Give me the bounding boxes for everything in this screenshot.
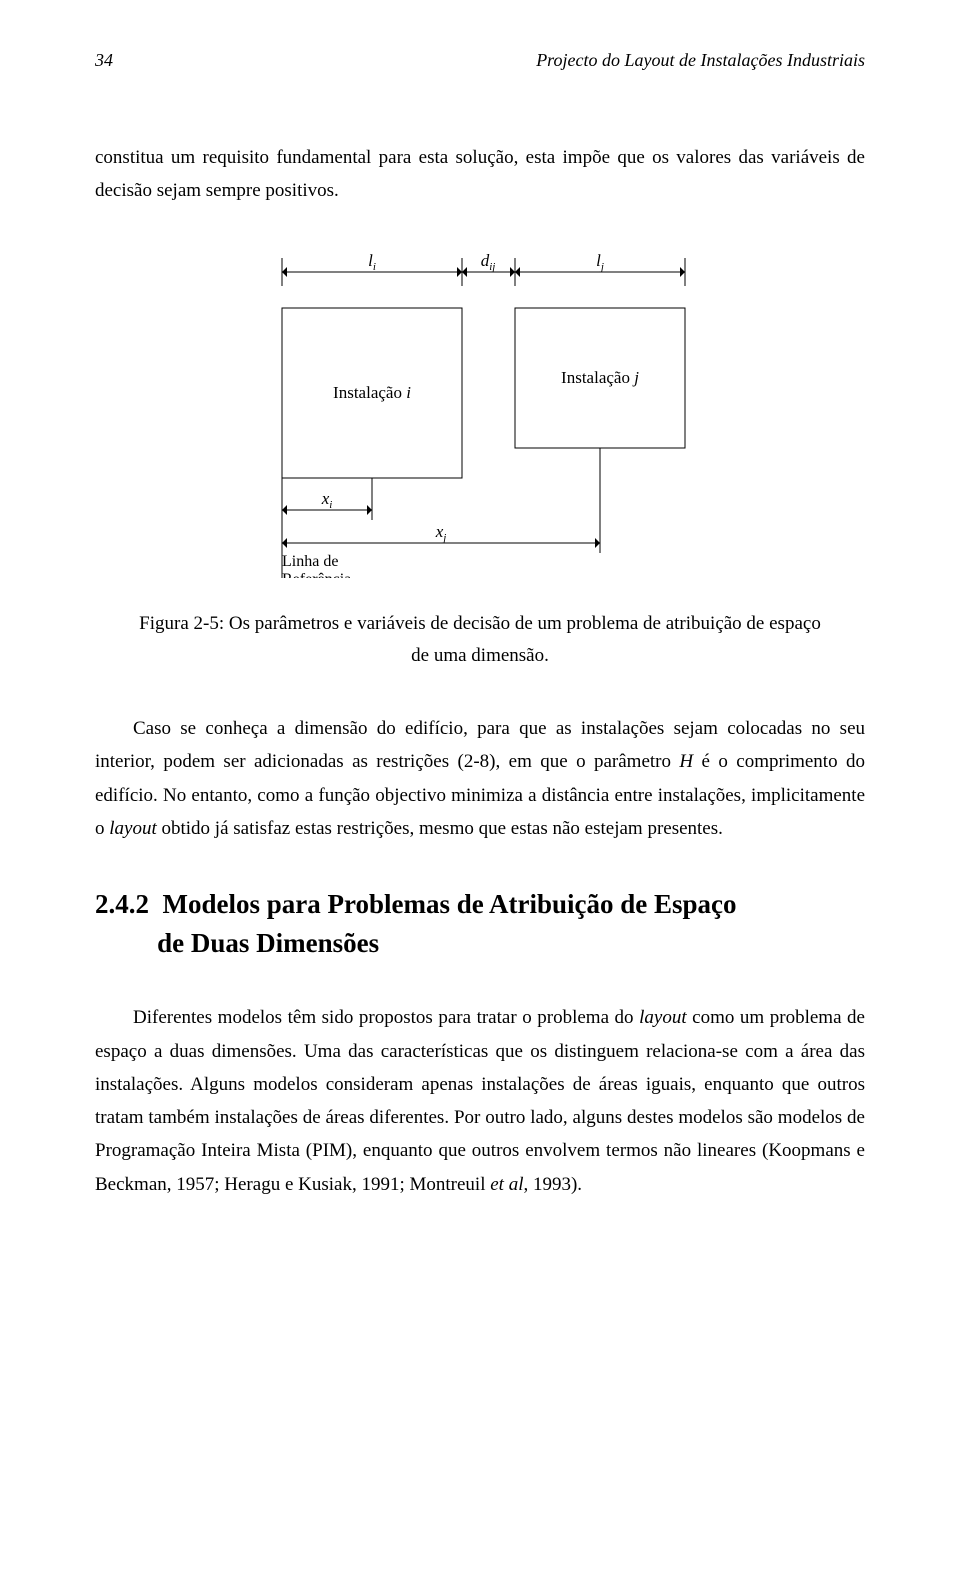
svg-text:li: li	[368, 251, 376, 273]
p3-layout: layout	[639, 1007, 687, 1028]
svg-text:lj: lj	[596, 251, 604, 273]
figure-caption-body: Os parâmetros e variáveis de decisão de …	[229, 613, 821, 666]
p2-text-3: obtido já satisfaz estas restrições, mes…	[157, 818, 723, 839]
paragraph-2: Caso se conheça a dimensão do edifício, …	[95, 712, 865, 845]
svg-text:xi: xi	[321, 489, 333, 511]
p2-layout: layout	[109, 818, 157, 839]
figure-caption: Figura 2-5: Os parâmetros e variáveis de…	[135, 608, 825, 673]
svg-text:dij: dij	[481, 251, 496, 273]
paragraph-1: constitua um requisito fundamental para …	[95, 141, 865, 208]
section-title-l1: Modelos para Problemas de Atribuição de …	[163, 889, 737, 919]
figure-2-5: Instalação i Instalação j li dij lj xi xj Linha…	[95, 248, 865, 578]
page-number: 34	[95, 50, 113, 71]
paragraph-3: Diferentes modelos têm sido propostos pa…	[95, 1001, 865, 1201]
section-title-l2: de Duas Dimensões	[95, 924, 865, 963]
p3-text-1: Diferentes modelos têm sido propostos pa…	[133, 1007, 639, 1028]
page: 34 Projecto do Layout de Instalações Ind…	[0, 0, 960, 1301]
running-title: Projecto do Layout de Instalações Indust…	[536, 50, 865, 71]
svg-text:Instalação j: Instalação j	[561, 368, 639, 387]
p2-var-H: H	[679, 751, 693, 772]
section-number: 2.4.2	[95, 889, 149, 919]
svg-text:Referência: Referência	[282, 571, 351, 578]
p3-text-2: como um problema de espaço a duas dimens…	[95, 1007, 865, 1194]
figure-caption-prefix: Figura 2-5:	[139, 613, 229, 634]
svg-text:Linha de: Linha de	[282, 553, 338, 570]
svg-text:xj: xj	[435, 522, 447, 544]
running-header: 34 Projecto do Layout de Instalações Ind…	[95, 50, 865, 71]
section-heading-2-4-2: 2.4.2 Modelos para Problemas de Atribuiç…	[95, 885, 865, 963]
p3-text-3: , 1993).	[523, 1174, 582, 1195]
svg-text:Instalação i: Instalação i	[333, 383, 411, 402]
figure-svg: Instalação i Instalação j li dij lj xi xj Linha…	[220, 248, 740, 578]
p3-etal: et al	[490, 1174, 523, 1195]
